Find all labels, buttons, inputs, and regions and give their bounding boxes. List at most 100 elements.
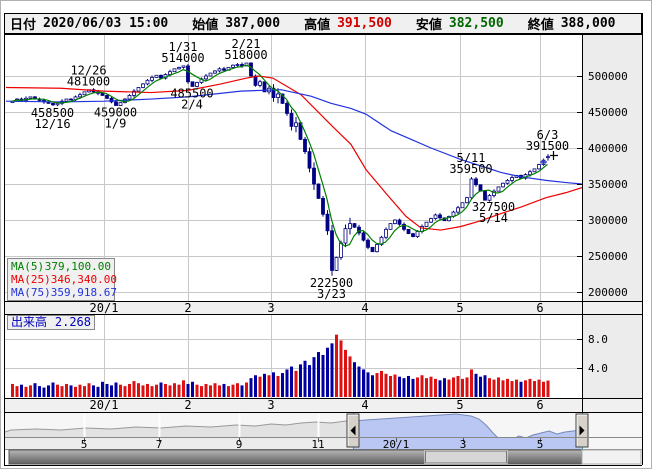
volume-bar <box>204 383 208 397</box>
scrollbar-thumb[interactable] <box>424 450 508 464</box>
volume-bar <box>92 385 95 397</box>
candle <box>285 102 289 114</box>
candle <box>249 62 253 77</box>
volume-bar <box>249 378 253 397</box>
right-arrow-icon <box>579 425 585 436</box>
candle <box>397 219 402 225</box>
volume-bar <box>96 386 100 397</box>
date-label: 日付 <box>10 18 37 33</box>
volume-bar <box>312 357 316 397</box>
candle <box>352 223 357 228</box>
candle <box>429 218 433 223</box>
candle <box>532 168 537 173</box>
x-axis-label: 4 <box>361 398 368 412</box>
candle <box>348 223 352 230</box>
volume-bar <box>362 369 365 397</box>
x-axis-label: 20/1 <box>90 398 119 412</box>
volume-bar <box>488 378 491 397</box>
volume-bar <box>182 380 185 397</box>
ma25-line <box>5 75 582 231</box>
candle <box>294 122 298 127</box>
candle <box>208 72 213 77</box>
volume-axis-label: 4.0 <box>588 362 608 375</box>
candle <box>262 81 267 93</box>
volume-bar <box>515 379 518 397</box>
ma25-label: MA(25) <box>11 273 51 286</box>
volume-bar <box>263 373 266 397</box>
volume-bar <box>218 385 221 397</box>
low-label: 安値 <box>415 18 442 33</box>
candle <box>505 179 510 184</box>
volume-bar <box>146 383 149 397</box>
volume-bar <box>186 383 190 397</box>
volume-bar <box>290 366 293 397</box>
candle <box>321 197 325 215</box>
candle <box>366 239 370 248</box>
volume-bar <box>168 385 172 397</box>
volume-axis-label: 8.0 <box>588 333 608 346</box>
nav-date-label: 7 <box>156 438 163 451</box>
x-axis-label: 5 <box>456 398 463 412</box>
scrollbar-right-gutter <box>581 449 642 465</box>
volume-bar <box>123 386 127 397</box>
candle <box>402 223 406 230</box>
left-arrow-icon <box>350 425 356 436</box>
candle <box>64 98 69 102</box>
candle <box>181 65 186 68</box>
candle <box>186 65 190 83</box>
volume-bar <box>443 378 446 397</box>
volume-bar <box>267 375 271 397</box>
candle <box>483 190 487 201</box>
navigator-selection[interactable] <box>353 438 582 449</box>
candle <box>132 90 136 96</box>
annotation-date-price: 12/26 <box>70 64 106 78</box>
volume-bar <box>308 365 311 397</box>
volume-bar <box>524 380 527 397</box>
volume-bar <box>420 375 424 397</box>
candle <box>204 75 208 80</box>
volume-bar <box>78 384 82 397</box>
candle <box>69 98 73 101</box>
ma5-value: 379,100.00 <box>44 260 111 273</box>
volume-bar <box>533 381 536 397</box>
volume-bar <box>245 382 248 397</box>
moving-average-lines <box>5 64 582 247</box>
candle <box>78 94 82 98</box>
volume-bar <box>474 373 478 397</box>
candle <box>217 68 222 72</box>
ma25-value: 346,340.00 <box>50 273 117 286</box>
volume-bar <box>195 384 199 397</box>
price-axis-panel <box>582 34 642 413</box>
volume-bar <box>519 381 523 397</box>
nav-date-label: 5 <box>537 438 544 451</box>
high-label: 高値 <box>304 18 331 33</box>
ma75-value: 359,918.67 <box>50 286 117 299</box>
volume-bar <box>15 386 19 397</box>
volume-bar <box>137 383 140 397</box>
candle <box>456 207 460 213</box>
candle <box>136 87 141 92</box>
candle <box>388 223 393 230</box>
nav-date-label: 3 <box>460 438 467 451</box>
nav-date-label: 5 <box>81 438 88 451</box>
volume-bar <box>87 383 91 397</box>
annotation-date-price: 518000 <box>224 48 267 62</box>
candle <box>415 231 420 237</box>
candle <box>465 197 469 204</box>
volume-bar <box>438 380 442 397</box>
candle <box>307 151 312 169</box>
annotation-date-price: 458500 <box>31 106 74 120</box>
volume-bar <box>285 369 289 397</box>
volume-bar <box>191 381 194 397</box>
volume-bar <box>447 379 451 397</box>
volume-bar <box>506 378 509 397</box>
annotation-date-price: 485500 <box>170 86 213 100</box>
volume-bar <box>159 382 163 397</box>
candle <box>231 64 235 68</box>
volume-bar <box>321 354 325 397</box>
candle <box>411 233 415 237</box>
volume-bar <box>492 379 496 397</box>
volume-bar <box>528 378 532 397</box>
